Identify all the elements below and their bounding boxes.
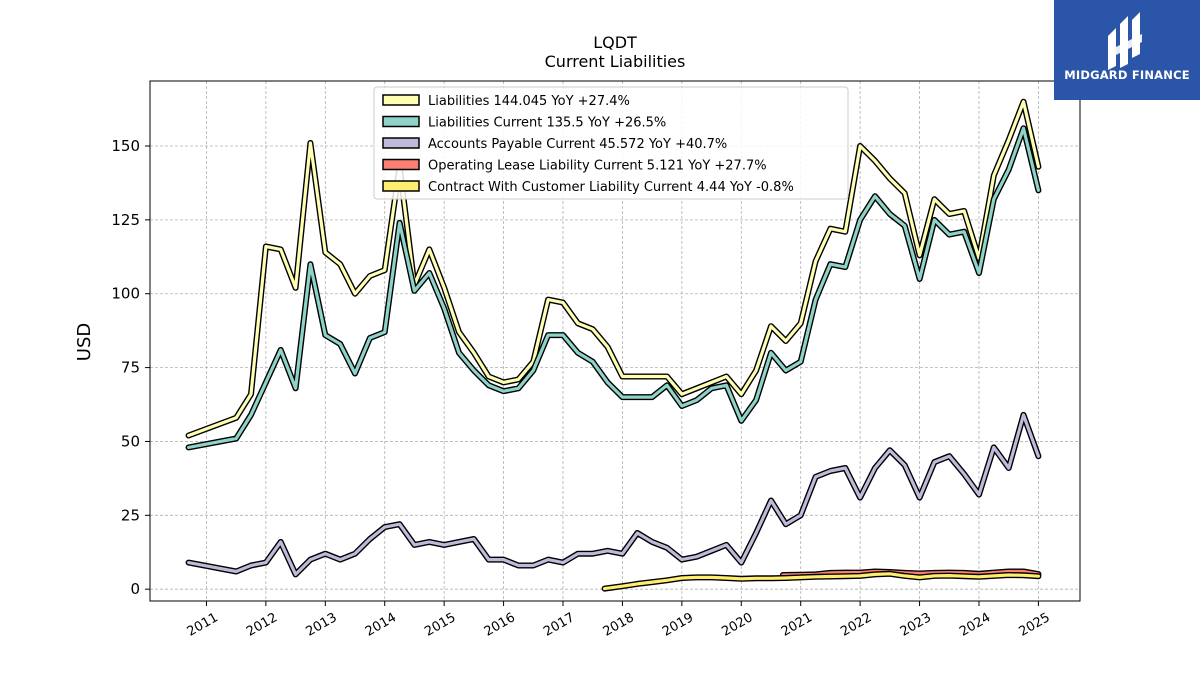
y-tick-label: 50 — [121, 432, 140, 450]
series-line — [602, 572, 1041, 591]
x-tick-label: 2014 — [363, 610, 399, 640]
series-layer — [185, 98, 1042, 592]
brand-logo-text: MIDGARD FINANCE — [1064, 68, 1190, 82]
legend-swatch — [382, 94, 420, 106]
x-tick-label: 2025 — [1017, 610, 1053, 640]
brand-logo: MIDGARD FINANCE — [1054, 0, 1200, 100]
x-tick-label: 2022 — [838, 610, 874, 640]
y-tick-label: 100 — [111, 285, 140, 303]
y-axis-label: USD — [74, 323, 95, 361]
series-5 — [601, 570, 1042, 592]
series-line — [187, 413, 1041, 577]
x-tick-label: 2016 — [482, 610, 518, 640]
x-tick-label: 2023 — [898, 610, 934, 640]
plot-area — [149, 80, 1081, 602]
x-tick-label: 2024 — [957, 610, 993, 640]
series-line — [187, 100, 1041, 438]
x-tick-label: 2018 — [601, 610, 637, 640]
y-tick-label: 150 — [111, 137, 140, 155]
x-tick-label: 2020 — [719, 610, 755, 640]
legend-box — [373, 86, 849, 200]
legend-swatch — [382, 115, 420, 128]
y-tick-label: 0 — [130, 580, 140, 598]
series-3 — [185, 411, 1042, 578]
legend-swatch — [382, 158, 420, 171]
series-line — [187, 126, 1041, 449]
legend-label: Liabilities 144.045 YoY +27.4% — [428, 94, 630, 109]
chart-subtitle: Current Liabilities — [545, 52, 686, 71]
legend: Liabilities 144.045 YoY +27.4% Liabilitie… — [373, 86, 849, 200]
legend-label: Liabilities Current 135.5 YoY +26.5% — [428, 116, 666, 131]
legend-swatch — [382, 137, 420, 149]
y-tick-label: 75 — [121, 359, 140, 377]
series-line — [781, 569, 1041, 577]
x-tick-label: 2013 — [303, 610, 339, 640]
series-1 — [185, 98, 1042, 439]
x-tick-label: 2021 — [779, 610, 815, 640]
legend-label: Contract With Customer Liability Current… — [428, 180, 794, 195]
legend-label: Accounts Payable Current 45.572 YoY +40.… — [428, 137, 727, 152]
brand-logo-mark — [1108, 12, 1142, 70]
x-tick-label: 2017 — [541, 610, 577, 640]
legend-label: Operating Lease Liability Current 5.121 … — [428, 159, 767, 174]
x-tick-label: 2011 — [185, 610, 221, 640]
x-tick-label: 2012 — [244, 610, 280, 640]
series-4 — [779, 568, 1042, 578]
y-tick-label: 125 — [111, 211, 140, 229]
x-tick-label: 2015 — [422, 610, 458, 640]
series-2 — [185, 125, 1042, 451]
x-tick-label: 2019 — [660, 610, 696, 640]
y-tick-label: 25 — [121, 506, 140, 524]
legend-swatch — [382, 180, 420, 192]
chart-title: LQDT — [593, 33, 637, 52]
